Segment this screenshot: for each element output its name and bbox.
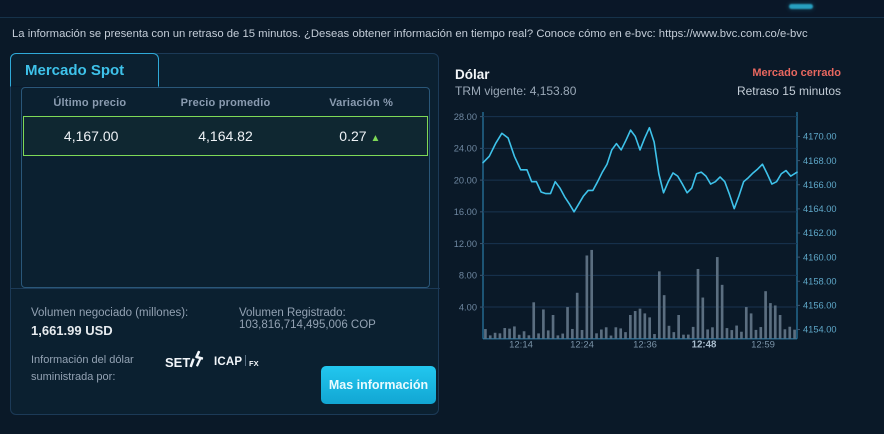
svg-text:4170.00: 4170.00 xyxy=(803,132,837,142)
svg-text:12:59: 12:59 xyxy=(751,339,775,350)
svg-text:12.00: 12.00 xyxy=(454,239,477,249)
svg-text:12:36: 12:36 xyxy=(633,339,657,350)
svg-text:4164.00: 4164.00 xyxy=(803,204,837,214)
svg-text:12:14: 12:14 xyxy=(509,339,533,350)
svg-text:12:24: 12:24 xyxy=(570,339,594,350)
svg-text:4162.00: 4162.00 xyxy=(803,228,837,238)
svg-text:4166.00: 4166.00 xyxy=(803,180,837,190)
svg-text:28.00: 28.00 xyxy=(454,112,477,122)
svg-text:4.00: 4.00 xyxy=(459,302,477,312)
svg-text:20.00: 20.00 xyxy=(454,175,477,185)
svg-text:4160.00: 4160.00 xyxy=(803,252,837,262)
svg-text:4156.00: 4156.00 xyxy=(803,301,837,311)
svg-text:4168.00: 4168.00 xyxy=(803,156,837,166)
svg-text:8.00: 8.00 xyxy=(459,271,477,281)
svg-text:4158.00: 4158.00 xyxy=(803,276,837,286)
svg-text:16.00: 16.00 xyxy=(454,207,477,217)
svg-text:24.00: 24.00 xyxy=(454,144,477,154)
svg-text:12:48: 12:48 xyxy=(692,339,717,350)
svg-text:4154.00: 4154.00 xyxy=(803,325,837,335)
